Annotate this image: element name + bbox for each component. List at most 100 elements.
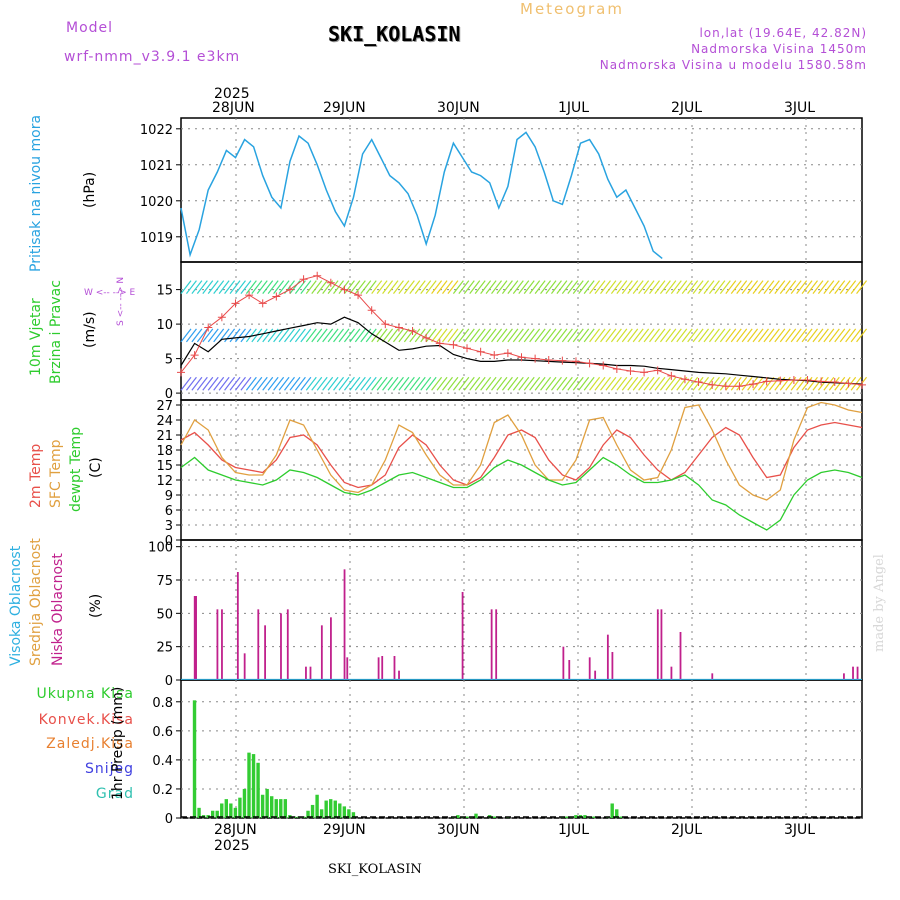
wind-gust-marker [394, 323, 403, 332]
wind-barb [262, 328, 274, 343]
wind-barb [790, 280, 802, 294]
wind-barb [768, 328, 780, 343]
wind-barb [512, 376, 524, 391]
footer-station: SKI_KOLASIN [328, 862, 422, 877]
wind-barb [480, 328, 492, 343]
cloud-bar [398, 670, 400, 680]
wind-barb [523, 376, 535, 391]
wind-barb [240, 280, 252, 294]
date-top-4: 2JUL [671, 100, 703, 116]
wind-barb [436, 280, 448, 294]
wind-barb [572, 280, 584, 294]
wind-barb [512, 280, 524, 294]
wind-barb [501, 280, 513, 294]
precip-frame [180, 679, 863, 819]
wind-gust-marker [204, 323, 213, 332]
wind-barb [343, 280, 355, 294]
wind-barb [600, 376, 611, 391]
wind-barb [371, 280, 383, 294]
wind-barb [616, 376, 628, 391]
wind-barb [185, 280, 197, 294]
precip-bar [306, 810, 310, 818]
wind-barb [425, 376, 437, 391]
wind-barb [779, 328, 791, 343]
wind-barb [463, 376, 475, 391]
wind-barb [779, 280, 791, 294]
wind-gust-marker [571, 357, 580, 366]
wind-gust-marker [531, 354, 540, 363]
cloud-bar [320, 625, 323, 680]
precip-bar [351, 812, 356, 818]
wind-barb [365, 328, 377, 343]
wind-barb [529, 376, 541, 391]
wind-barb [202, 328, 214, 343]
wind-barb [463, 328, 475, 343]
wind-barb [610, 280, 622, 294]
wind-barb [442, 376, 453, 391]
precip-conv-label: Konvek.Kisa [38, 712, 134, 728]
cloud-bar [216, 609, 219, 680]
wind-barb [801, 328, 813, 343]
cloud-ytick-label: 0 [165, 674, 173, 689]
wind-barb [496, 280, 508, 294]
wind-barb [725, 376, 737, 391]
wind-barb [196, 376, 208, 391]
wind-barb [523, 280, 535, 294]
wind-barb [354, 328, 366, 343]
wind-barb [409, 376, 421, 391]
wind-gust-marker [217, 313, 226, 322]
wind-barb [856, 328, 868, 343]
cloud-ytick-label: 25 [156, 641, 173, 656]
wind-barb [387, 376, 399, 391]
wind-barb [692, 280, 704, 294]
wind-barb [665, 376, 677, 391]
wind-gust-marker [422, 333, 431, 342]
cloud-bar [568, 660, 571, 680]
wind-barb [354, 376, 366, 391]
wind-barb [387, 280, 399, 294]
precip-bar [229, 803, 233, 818]
wind-barb [289, 328, 301, 343]
wind-barb [447, 376, 459, 391]
precip-bar [333, 800, 337, 818]
wind-barb [235, 280, 246, 294]
precip-bar [215, 810, 219, 818]
date-top-5: 3JUL [784, 100, 816, 116]
precip-bar [329, 799, 333, 818]
wind-gust-marker [231, 299, 240, 308]
wind-barb [659, 280, 671, 294]
temperature-ytick-label: 27 [156, 399, 173, 414]
wind-barb [278, 328, 290, 343]
wind-barb [736, 280, 748, 294]
wind-gust-marker [858, 380, 866, 389]
wind-barb [698, 280, 710, 294]
wind-barb [610, 328, 622, 343]
wind-barb [845, 328, 857, 343]
wind-barb [240, 328, 252, 343]
wind-barb [235, 376, 246, 391]
wind-barb [736, 376, 748, 391]
wind-barb [578, 376, 590, 391]
cloud-bar [852, 666, 854, 680]
wind-barb [349, 280, 361, 294]
wind-ytick-label: 10 [156, 318, 173, 333]
cloud-bar [305, 666, 307, 680]
wind-barb [305, 328, 317, 343]
wind-barb [316, 376, 328, 391]
wind-barb [741, 328, 753, 343]
wind-barb [458, 280, 470, 294]
precip-bar [474, 813, 478, 818]
wind-barb [807, 280, 818, 294]
wind-barb [322, 376, 334, 391]
year-bottom: 2025 [214, 838, 250, 854]
wind-gust-marker [803, 375, 812, 384]
wind-barb [567, 376, 579, 391]
wind-barb [496, 328, 508, 343]
wind-barb [300, 280, 312, 294]
wind-barb [643, 280, 655, 294]
wind-barb [730, 280, 742, 294]
wind-barb [480, 376, 492, 391]
wind-barb [529, 328, 541, 343]
wind-barb [354, 280, 366, 294]
wind-barb [333, 328, 345, 343]
